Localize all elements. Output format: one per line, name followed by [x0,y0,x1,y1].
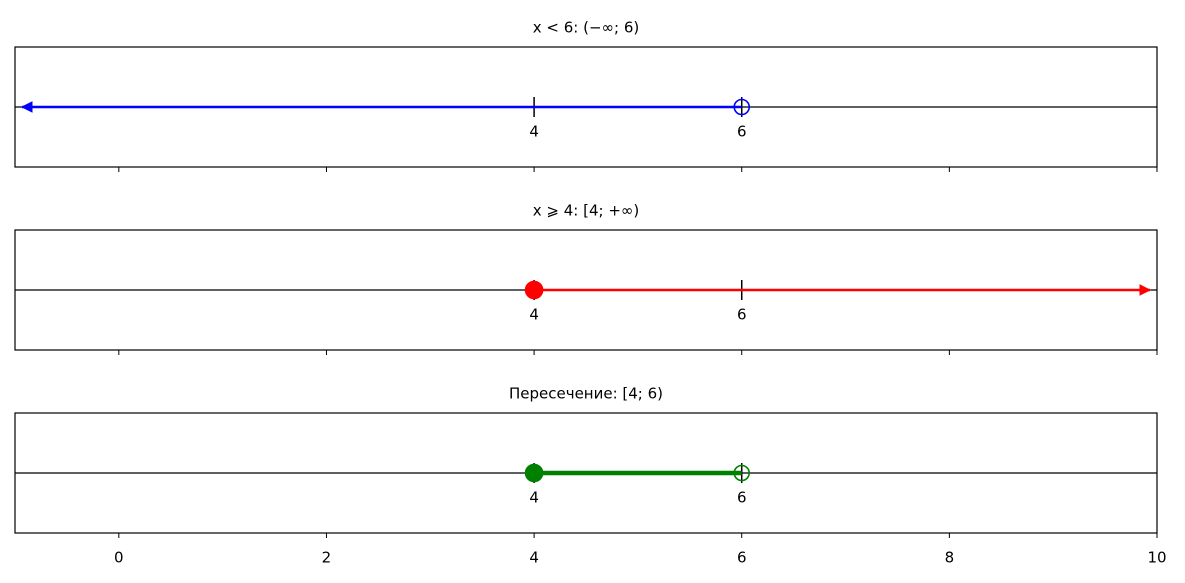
point-label: 4 [529,123,539,141]
x-tick-label: 0 [114,549,124,567]
closed-endpoint [524,463,544,483]
open-endpoint [733,464,751,482]
point-label: 6 [737,123,747,141]
panel-title: Пересечение: [4; 6) [509,385,663,403]
x-tick-label: 6 [737,549,747,567]
x-tick-label: 2 [322,549,332,567]
open-endpoint [733,98,751,116]
point-label: 4 [529,489,539,507]
point-label: 4 [529,306,539,324]
panel-title: x < 6: (−∞; 6) [533,19,639,37]
panel-title: x ⩾ 4: [4; +∞) [533,202,639,220]
x-tick-label: 4 [529,549,539,567]
arrow-head [20,101,33,113]
point-label: 6 [737,489,747,507]
closed-endpoint [524,280,544,300]
x-tick-label: 8 [945,549,955,567]
x-tick-label: 10 [1147,549,1166,567]
point-label: 6 [737,306,747,324]
arrow-head [1139,284,1152,296]
